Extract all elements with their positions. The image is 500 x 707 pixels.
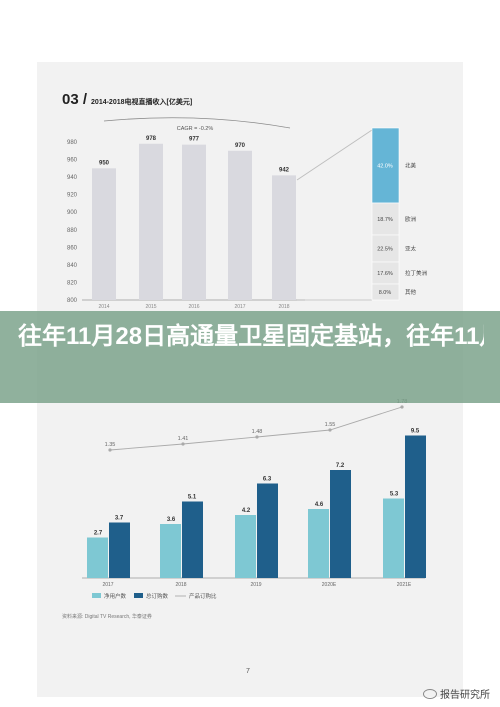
- net-users-bar: [160, 524, 181, 578]
- bar-value-label: 977: [189, 137, 200, 143]
- ratio-point: [328, 428, 332, 432]
- watermark: 报告研究所: [423, 686, 490, 701]
- total-subscriptions-bar: [405, 435, 426, 578]
- article-title: 往年11月28日高通量卫星固定基站，往年11月28日，高通量: [18, 323, 484, 350]
- x-tick-label: 2018: [278, 304, 289, 310]
- net-users-value-label: 4.2: [242, 508, 251, 514]
- revenue-bar: [228, 150, 252, 300]
- x-tick-label: 2017: [234, 304, 245, 310]
- net-users-value-label: 2.7: [94, 531, 103, 537]
- ratio-point: [181, 442, 185, 446]
- total-subscriptions-bar: [109, 522, 130, 578]
- region-share-label: 17.6%: [377, 271, 393, 277]
- section-subtitle: 2014-2018电视直播收入[亿美元]: [91, 99, 193, 106]
- net-users-bar: [235, 515, 256, 578]
- ratio-point: [400, 405, 404, 409]
- y-tick-label: 940: [67, 175, 78, 181]
- net-users-value-label: 3.6: [167, 517, 176, 523]
- total-subscriptions-bar: [330, 470, 351, 578]
- x-tick-label: 2018: [175, 582, 186, 588]
- source-note: 资料来源: Digital TV Research, 华泰证券: [62, 614, 152, 620]
- cagr-annotation: CAGR = -0.2%: [177, 126, 214, 132]
- ratio-value-label: 1.55: [325, 422, 336, 428]
- section-heading: 03 /2014-2018电视直播收入[亿美元]: [62, 91, 192, 108]
- total-subscriptions-value-label: 3.7: [115, 516, 124, 522]
- x-tick-label: 2014: [98, 304, 109, 310]
- x-tick-label: 2016: [188, 304, 199, 310]
- total-subscriptions-value-label: 9.5: [411, 429, 420, 435]
- y-tick-label: 820: [67, 280, 78, 286]
- bar-value-label: 978: [146, 136, 157, 142]
- region-segment: [371, 283, 400, 301]
- revenue-bar: [92, 168, 116, 300]
- x-tick-label: 2019: [250, 582, 261, 588]
- x-tick-label: 2017: [102, 582, 113, 588]
- ratio-value-label: 1.35: [105, 442, 116, 448]
- total-subscriptions-bar: [182, 501, 203, 578]
- bar-value-label: 950: [99, 160, 110, 166]
- region-name-label: 其他: [405, 288, 417, 296]
- total-subscriptions-value-label: 5.1: [188, 495, 197, 501]
- region-name-label: 欧洲: [405, 215, 417, 223]
- net-users-bar: [308, 509, 329, 578]
- legend-swatch-net-users: [92, 593, 101, 598]
- legend-label-ratio: 产品订购比: [189, 592, 217, 600]
- wechat-icon: [423, 688, 437, 699]
- region-name-label: 亚太: [405, 245, 417, 253]
- y-tick-label: 960: [67, 158, 78, 164]
- net-users-value-label: 4.6: [315, 502, 324, 508]
- region-share-label: 22.5%: [377, 247, 393, 253]
- revenue-bar: [139, 143, 163, 300]
- total-subscriptions-bar: [257, 483, 278, 578]
- ratio-value-label: 1.48: [252, 429, 263, 435]
- x-tick-label: 2021E: [397, 582, 412, 588]
- region-share-label: 8.0%: [379, 290, 392, 296]
- net-users-bar: [87, 537, 108, 578]
- cagr-label-bg: [172, 123, 218, 132]
- legend-swatch-total: [134, 593, 143, 598]
- total-subscriptions-value-label: 7.2: [336, 463, 345, 469]
- section-number: 03 /: [62, 91, 88, 108]
- x-tick-label: 2020E: [322, 582, 337, 588]
- region-name-label: 拉丁美洲: [405, 269, 428, 277]
- region-share-label: 18.7%: [377, 217, 393, 223]
- y-tick-label: 980: [67, 140, 78, 146]
- region-name-label: 北美: [405, 162, 417, 170]
- y-tick-label: 800: [67, 298, 78, 304]
- cagr-arrow: [103, 117, 291, 129]
- bar-value-label: 970: [235, 143, 246, 149]
- bar-value-label: 942: [279, 167, 290, 173]
- revenue-bar: [272, 175, 296, 300]
- title-banner: [0, 311, 500, 403]
- watermark-label: 报告研究所: [440, 690, 490, 701]
- region-share-label: 42.0%: [377, 164, 393, 170]
- net-users-value-label: 5.3: [390, 492, 399, 498]
- region-segment: [371, 127, 400, 204]
- page-number: 7: [246, 668, 250, 675]
- ratio-point: [108, 448, 112, 452]
- legend-label-net-users: 净用户数: [104, 592, 127, 600]
- y-tick-label: 860: [67, 245, 78, 251]
- legend-label-total: 总订购数: [146, 592, 169, 600]
- connector-line: [296, 129, 373, 181]
- ratio-value-label: 1.41: [178, 436, 189, 442]
- region-segment: [371, 234, 400, 263]
- region-segment: [371, 202, 400, 236]
- y-tick-label: 840: [67, 263, 78, 269]
- revenue-bar: [182, 144, 206, 300]
- total-subscriptions-value-label: 6.3: [263, 477, 272, 483]
- y-tick-label: 900: [67, 210, 78, 216]
- net-users-bar: [383, 498, 404, 578]
- y-tick-label: 920: [67, 193, 78, 199]
- ratio-point: [255, 435, 259, 439]
- y-tick-label: 880: [67, 228, 78, 234]
- x-tick-label: 2015: [145, 304, 156, 310]
